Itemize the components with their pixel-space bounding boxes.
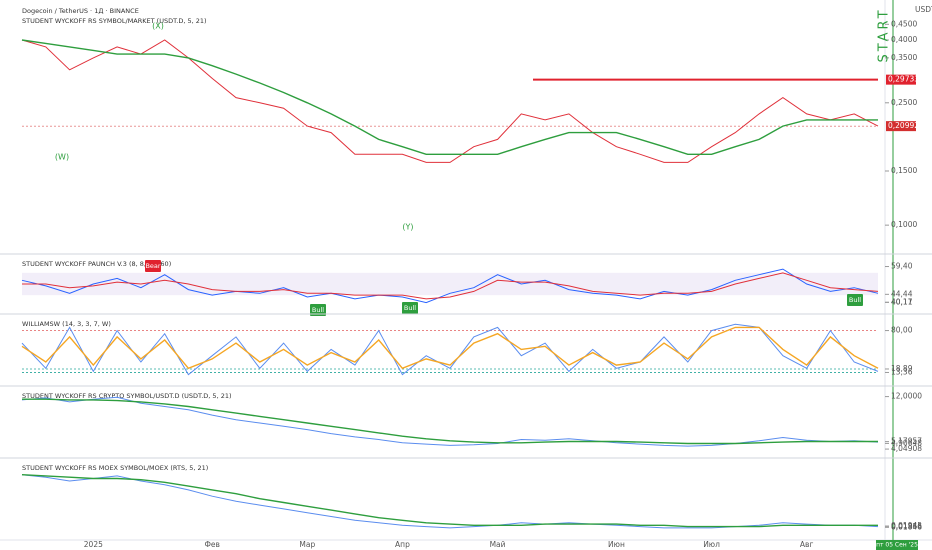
signal-badge xyxy=(310,304,326,316)
pane-title: Dogecoin / TetherUS · 1Д · BINANCE xyxy=(22,7,139,15)
series-line xyxy=(22,398,878,445)
y-tick-label: 12,0000 xyxy=(891,392,922,401)
pane-subtitle: STUDENT WYCKOFF RS SYMBOL/MARKET (USDT.D… xyxy=(22,17,207,25)
x-tick-label: Мар xyxy=(299,540,315,549)
signal-label: Bull xyxy=(849,296,861,304)
y-tick-label: 0,01856 xyxy=(891,522,922,531)
wave-label: (Y) xyxy=(402,223,413,232)
y-tick-label: 13,36 xyxy=(891,367,913,376)
y-tick-label: 18,89 xyxy=(891,364,913,373)
y-tick-label: 0,2500 xyxy=(891,98,917,107)
y-tick-label: 80,00 xyxy=(891,326,913,335)
price-badge xyxy=(886,121,916,132)
x-tick-label: Авг xyxy=(800,540,814,549)
series-line xyxy=(22,272,879,300)
signal-badge xyxy=(402,302,418,314)
signal-label: Bull xyxy=(404,304,416,312)
signal-badge xyxy=(847,294,863,306)
band xyxy=(22,272,878,296)
signal-badge xyxy=(145,260,161,272)
y-tick-label: 0,1500 xyxy=(891,166,917,175)
series-line xyxy=(21,326,879,370)
pane-title: STUDENT WYCKOFF RS MOEX SYMBOL/MOEX (RTS… xyxy=(22,464,208,472)
x-tick-label: Июн xyxy=(608,540,625,549)
x-tick-label: Апр xyxy=(395,540,410,549)
series-line xyxy=(21,268,879,304)
wave-label: (W) xyxy=(55,153,69,162)
y-tick-label: 4,90648 xyxy=(891,438,922,447)
axis-unit: USDT xyxy=(915,5,932,14)
x-tick-label: Июл xyxy=(703,540,720,549)
y-tick-label: 40,17 xyxy=(891,297,913,306)
wave-label: (X) xyxy=(152,22,164,31)
series-line xyxy=(21,323,879,376)
cursor-label: пт 05 Сен '25 xyxy=(876,542,918,549)
x-tick-label: 2025 xyxy=(84,540,103,549)
price-badge-label: 0,20992 xyxy=(888,121,919,130)
y-tick-label: 0,3500 xyxy=(891,53,917,62)
y-tick-label: 40,11 xyxy=(891,297,913,306)
series-line xyxy=(21,39,878,155)
price-badge-label: 0,29733 xyxy=(888,75,919,84)
y-tick-label: 44,44 xyxy=(891,289,913,298)
y-tick-label: 0,4000 xyxy=(891,35,917,44)
y-tick-label: 0,01846 xyxy=(891,522,922,531)
y-tick-label: 0,1000 xyxy=(891,220,917,229)
pane-title: STUDENT WYCKOFF PAUNCH V.3 (8, 8, 40, 60… xyxy=(22,260,171,268)
y-tick-label: 0,01945 xyxy=(891,521,922,530)
y-tick-label: 0,4500 xyxy=(891,19,917,28)
x-tick-label: Май xyxy=(490,540,506,549)
signal-label: Bull xyxy=(312,306,324,314)
pane-title: STUDENT WYCKOFF RS CRYPTO SYMBOL/USDT.D … xyxy=(22,392,232,400)
y-tick-label: 4,04908 xyxy=(891,444,922,453)
price-badge xyxy=(886,74,916,85)
y-tick-label: 59,40 xyxy=(891,262,913,271)
pane-title: WILLIAMSW (14, 3, 3, 7, W) xyxy=(22,320,111,328)
series-line xyxy=(21,474,878,528)
signal-label: Bear xyxy=(145,262,160,270)
series-line xyxy=(21,39,879,163)
y-tick-label: 5,17957 xyxy=(891,437,922,446)
cursor-badge xyxy=(876,540,918,550)
x-tick-label: Фев xyxy=(204,540,220,549)
start-label: START xyxy=(877,7,892,62)
